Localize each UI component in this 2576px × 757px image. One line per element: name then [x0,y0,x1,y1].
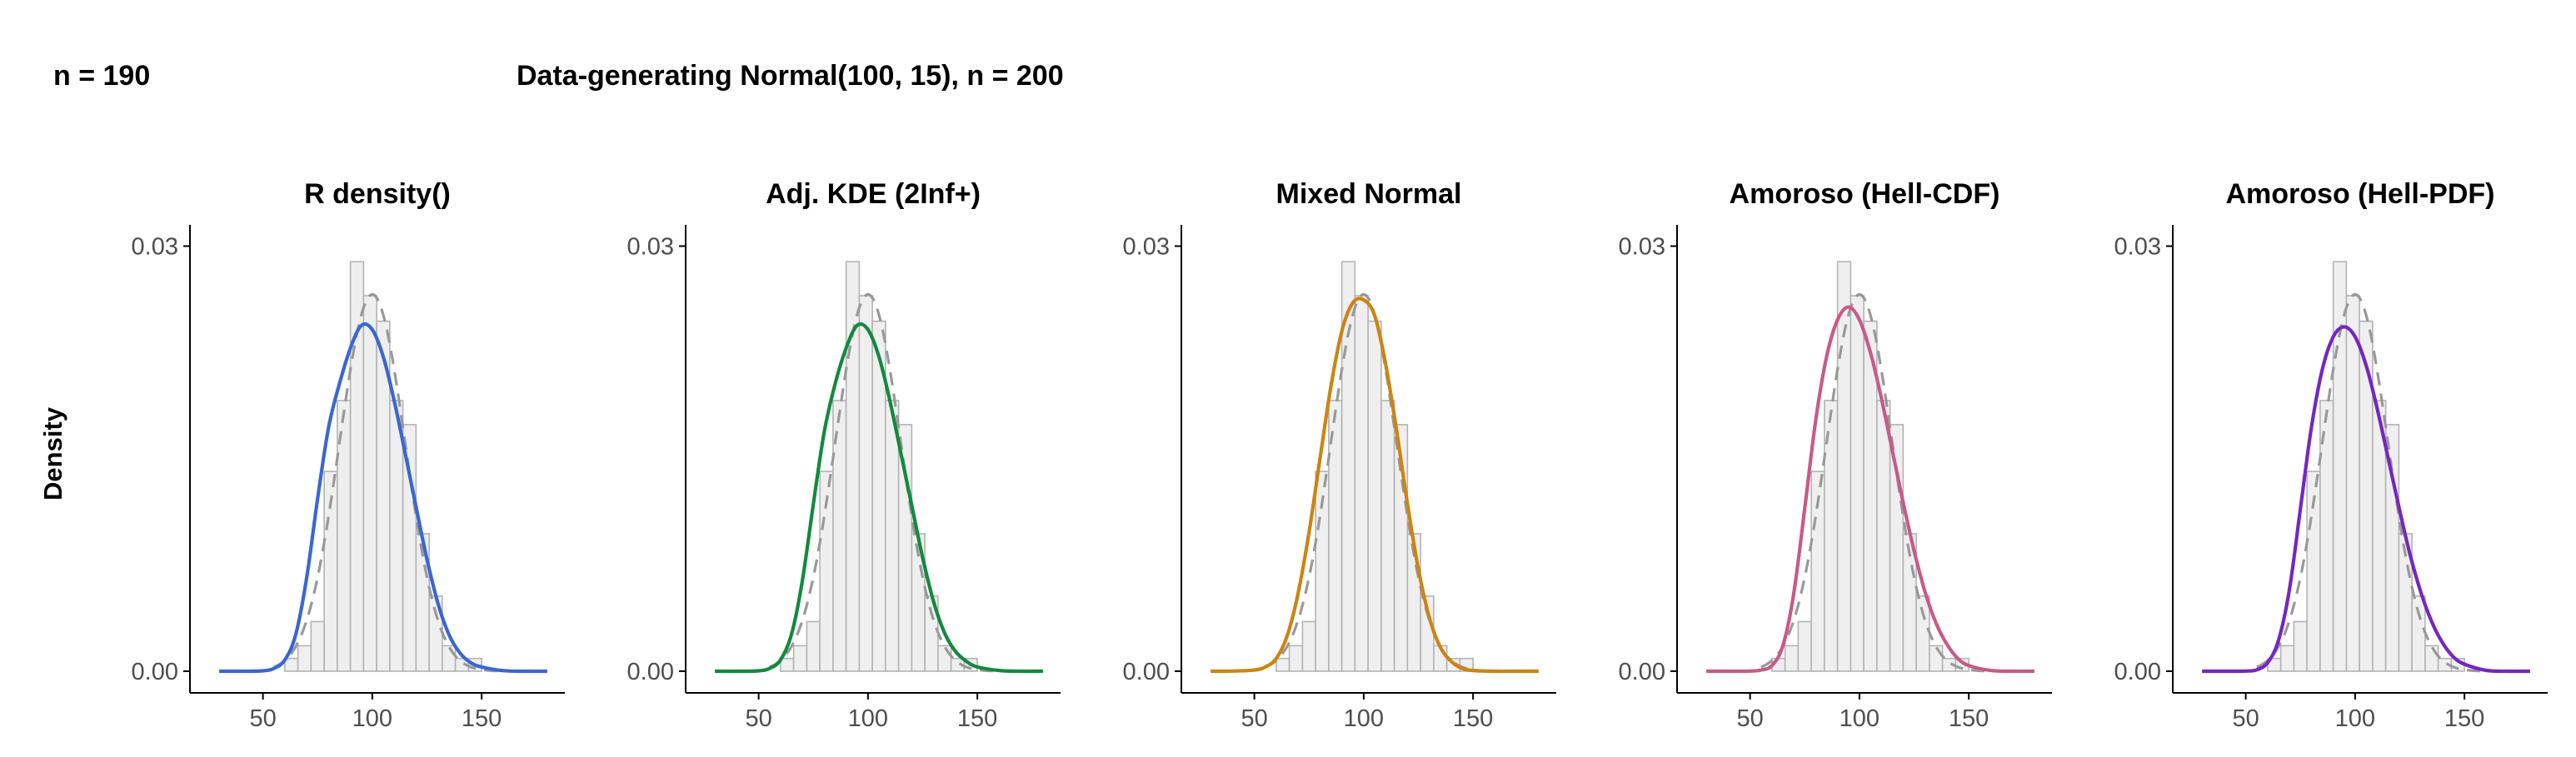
x-tick-label: 150 [1949,705,1989,732]
panel-1: R density() 50 100 150 0.00 0.03 [132,178,565,732]
histogram-bar [1354,295,1369,672]
x-tick-label: 150 [462,705,502,732]
histogram-bar [1797,620,1812,672]
histogram-bar [349,261,365,672]
x-tick-label: 100 [2335,705,2375,732]
histogram-bar [1889,424,1905,672]
x-tick-label: 50 [1241,705,1267,732]
histogram-bar [806,620,821,672]
panel-title: Amoroso (Hell-PDF) [2226,178,2495,210]
histogram-bar [858,295,873,672]
x-tick-label: 100 [352,705,392,732]
y-axis-label: Density [38,406,67,501]
histogram-bar [442,645,457,672]
x-tick-label: 50 [2232,705,2259,732]
y-tick-label: 0.00 [132,659,178,685]
panel-title: Adj. KDE (2Inf+) [766,178,981,210]
y-tick-label: 0.03 [1123,234,1170,261]
histogram-bar [2293,620,2308,672]
panel-title: R density() [304,178,451,210]
x-tick-label: 100 [1840,705,1880,732]
density-estimate-line [1211,296,1539,674]
density-estimate-line [715,322,1043,674]
true-density-curve [2256,292,2487,673]
y-tick-label: 0.00 [2114,659,2161,685]
x-tick-label: 150 [1453,705,1493,732]
histogram-bar [1850,295,1865,672]
histogram-bar [1784,645,1800,672]
histogram-bar [2424,645,2439,672]
histogram-bar [284,657,299,672]
histogram-bar [1367,320,1382,672]
histogram-bar [1288,645,1304,672]
histogram-bar [402,424,417,672]
histogram-bar [1876,400,1891,672]
histogram-bar [792,645,808,672]
y-tick-label: 0.03 [627,234,674,261]
x-tick-label: 50 [249,705,276,732]
histogram-bar [780,657,795,672]
histogram-bar [297,645,312,672]
histogram-bar [845,261,861,672]
x-tick-label: 50 [745,705,771,732]
histogram-bar [2359,320,2374,672]
histogram-bar [2332,261,2348,672]
panel-title: Mixed Normal [1276,178,1462,210]
histogram-bar [1380,400,1395,672]
panel-2: Adj. KDE (2Inf+) 50 100 150 0.00 0.03 [627,178,1061,732]
y-tick-label: 0.03 [1619,234,1665,261]
x-tick-label: 100 [848,705,888,732]
true-density-curve [273,292,504,673]
true-density-curve [769,292,1000,673]
histogram-bar [1301,620,1316,672]
density-estimate-line [219,322,547,674]
histogram-bar [1836,261,1852,672]
y-tick-label: 0.00 [1123,659,1170,685]
sample-size-label: n = 190 [53,60,150,92]
histogram-bar [2279,645,2295,672]
panel-title: Amoroso (Hell-CDF) [1730,178,2000,210]
density-estimate-line [2202,325,2530,674]
true-density-curve [1760,292,1991,673]
density-estimate-line [1706,305,2034,674]
histogram-bar [362,295,377,672]
histogram-bar [1915,595,1930,672]
y-tick-label: 0.03 [2114,234,2161,261]
histogram-bar [2345,295,2360,672]
histogram-bar [1276,657,1290,672]
histogram-bar [897,424,913,672]
x-tick-label: 150 [2444,705,2484,732]
histogram-bar [2411,595,2426,672]
x-tick-label: 100 [1344,705,1384,732]
panel-4: Amoroso (Hell-CDF) 50 100 150 0.00 0.03 [1619,178,2052,732]
panel-3: Mixed Normal 50 100 150 0.00 0.03 [1123,178,1556,732]
y-tick-label: 0.00 [627,659,674,685]
histogram-bar [1929,645,1944,672]
x-tick-label: 50 [1736,705,1763,732]
y-tick-label: 0.03 [132,234,178,261]
panel-5: Amoroso (Hell-PDF) 50 100 150 0.00 0.03 [2114,178,2548,732]
x-tick-label: 150 [957,705,997,732]
histogram-bar [937,645,952,672]
y-tick-label: 0.00 [1619,659,1665,685]
histogram-bar [310,620,325,672]
figure-title: Data-generating Normal(100, 15), n = 200 [517,60,1064,92]
